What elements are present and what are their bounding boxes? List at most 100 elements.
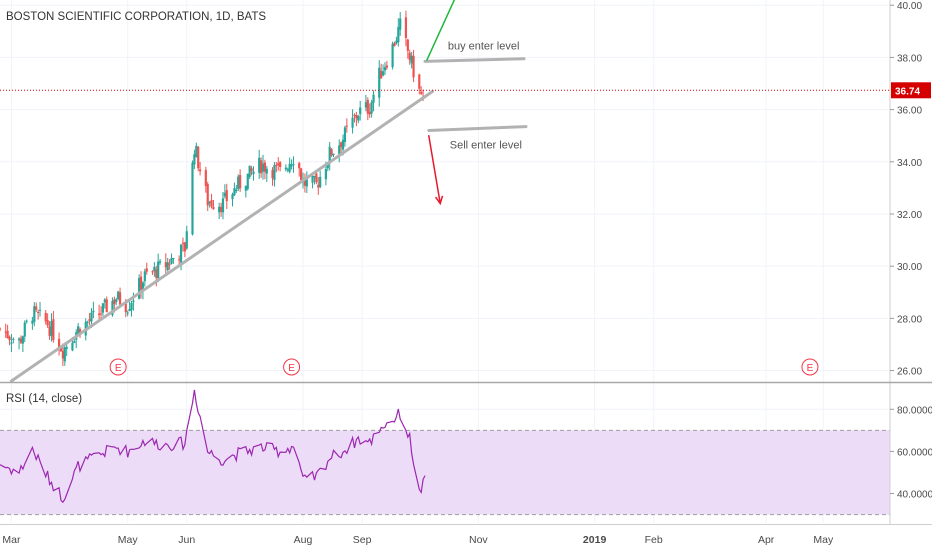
candle-body[interactable] — [343, 127, 347, 142]
candle-body[interactable] — [399, 18, 402, 30]
candle-body[interactable] — [157, 261, 160, 279]
candle-body[interactable] — [279, 162, 282, 167]
candles[interactable] — [0, 10, 427, 367]
candle-body[interactable] — [259, 160, 263, 174]
earnings-marker[interactable] — [801, 358, 819, 376]
rsi-axis[interactable]: 40.0000 60.0000 80.0000 — [890, 405, 932, 501]
candle-body[interactable] — [185, 231, 188, 249]
candle-body[interactable] — [393, 42, 396, 47]
candle-body[interactable] — [277, 163, 280, 166]
price-axis[interactable]: 26.00 28.00 30.00 32.00 34.00 36.00 38.00 40.00 — [890, 1, 922, 378]
candle-body[interactable] — [208, 201, 211, 204]
candle-body[interactable] — [191, 162, 194, 235]
candle-body[interactable] — [19, 338, 23, 343]
candle-body[interactable] — [408, 52, 411, 61]
candle-body[interactable] — [145, 268, 148, 272]
candle-body[interactable] — [261, 163, 265, 172]
candle-body[interactable] — [199, 169, 202, 172]
candle-body[interactable] — [151, 271, 154, 273]
candle-body[interactable] — [355, 114, 358, 119]
trendline[interactable] — [9, 89, 435, 383]
candle-body[interactable] — [397, 27, 400, 43]
candle-body[interactable] — [383, 67, 387, 71]
candle-body[interactable] — [195, 145, 198, 157]
candle-body[interactable] — [319, 176, 322, 188]
candle-body[interactable] — [59, 347, 63, 352]
candle-body[interactable] — [313, 176, 316, 178]
candle-body[interactable] — [37, 311, 40, 313]
candle-body[interactable] — [73, 341, 76, 343]
candle-body[interactable] — [6, 330, 9, 338]
candle-body[interactable] — [92, 310, 95, 313]
candle-body[interactable] — [225, 190, 228, 202]
candle-body[interactable] — [132, 300, 135, 303]
sell-level-label[interactable]: Sell enter level — [450, 140, 522, 152]
candle-body[interactable] — [117, 291, 120, 299]
candle-body[interactable] — [57, 338, 61, 350]
candle-body[interactable] — [353, 114, 356, 116]
candle-body[interactable] — [210, 200, 213, 207]
candle-body[interactable] — [103, 299, 106, 303]
candle-body[interactable] — [265, 168, 268, 174]
candle-body[interactable] — [380, 70, 383, 79]
candle-body[interactable] — [88, 319, 91, 322]
candle-body[interactable] — [303, 178, 307, 186]
candle-body[interactable] — [170, 257, 173, 264]
candle-body[interactable] — [204, 170, 207, 186]
candle-body[interactable] — [206, 184, 209, 206]
candle-body[interactable] — [418, 74, 421, 89]
candle-body[interactable] — [65, 347, 68, 349]
candle-body[interactable] — [10, 342, 13, 344]
candle-body[interactable] — [317, 184, 320, 188]
candle-body[interactable] — [178, 259, 181, 261]
candle-body[interactable] — [357, 116, 360, 121]
candle-body[interactable] — [71, 342, 74, 351]
candle-body[interactable] — [378, 67, 381, 98]
candle-body[interactable] — [233, 188, 236, 196]
candle-body[interactable] — [330, 149, 333, 156]
candle-body[interactable] — [99, 313, 103, 315]
candle-body[interactable] — [370, 102, 373, 114]
candle-body[interactable] — [345, 125, 348, 127]
candle-body[interactable] — [158, 261, 162, 263]
candle-body[interactable] — [166, 262, 169, 271]
candle-body[interactable] — [17, 338, 21, 341]
candle-body[interactable] — [288, 163, 291, 172]
candle-body[interactable] — [25, 320, 28, 322]
candle-body[interactable] — [250, 168, 253, 172]
candle-body[interactable] — [410, 55, 413, 64]
candle-body[interactable] — [105, 299, 108, 313]
candle-body[interactable] — [340, 142, 343, 148]
candle-body[interactable] — [237, 176, 240, 189]
candle-body[interactable] — [77, 326, 80, 334]
drawings[interactable]: buy enter level Sell enter level — [9, 0, 528, 383]
candle-body[interactable] — [341, 139, 345, 150]
candle-body[interactable] — [284, 167, 287, 170]
candle-body[interactable] — [31, 320, 34, 324]
candle-body[interactable] — [221, 198, 225, 213]
candle-body[interactable] — [4, 331, 7, 333]
candle-body[interactable] — [124, 303, 127, 313]
candle-body[interactable] — [193, 154, 196, 165]
candle-body[interactable] — [143, 271, 146, 282]
candle-body[interactable] — [391, 43, 394, 68]
candle-body[interactable] — [368, 111, 371, 115]
candle-body[interactable] — [141, 282, 145, 291]
candle-body[interactable] — [218, 206, 221, 213]
candle-body[interactable] — [292, 163, 295, 165]
candle-body[interactable] — [179, 244, 183, 263]
candle-body[interactable] — [263, 162, 267, 172]
candle-body[interactable] — [290, 164, 293, 167]
candle-body[interactable] — [138, 278, 141, 299]
candle-body[interactable] — [118, 292, 122, 305]
candle-body[interactable] — [38, 309, 42, 311]
candle-body[interactable] — [372, 94, 375, 103]
candle-body[interactable] — [21, 336, 24, 344]
candle-body[interactable] — [8, 336, 11, 341]
candle-body[interactable] — [126, 312, 129, 314]
candle-body[interactable] — [61, 351, 64, 359]
candle-body[interactable] — [164, 262, 167, 268]
candle-body[interactable] — [315, 173, 318, 183]
up-arrow[interactable] — [426, 0, 456, 61]
